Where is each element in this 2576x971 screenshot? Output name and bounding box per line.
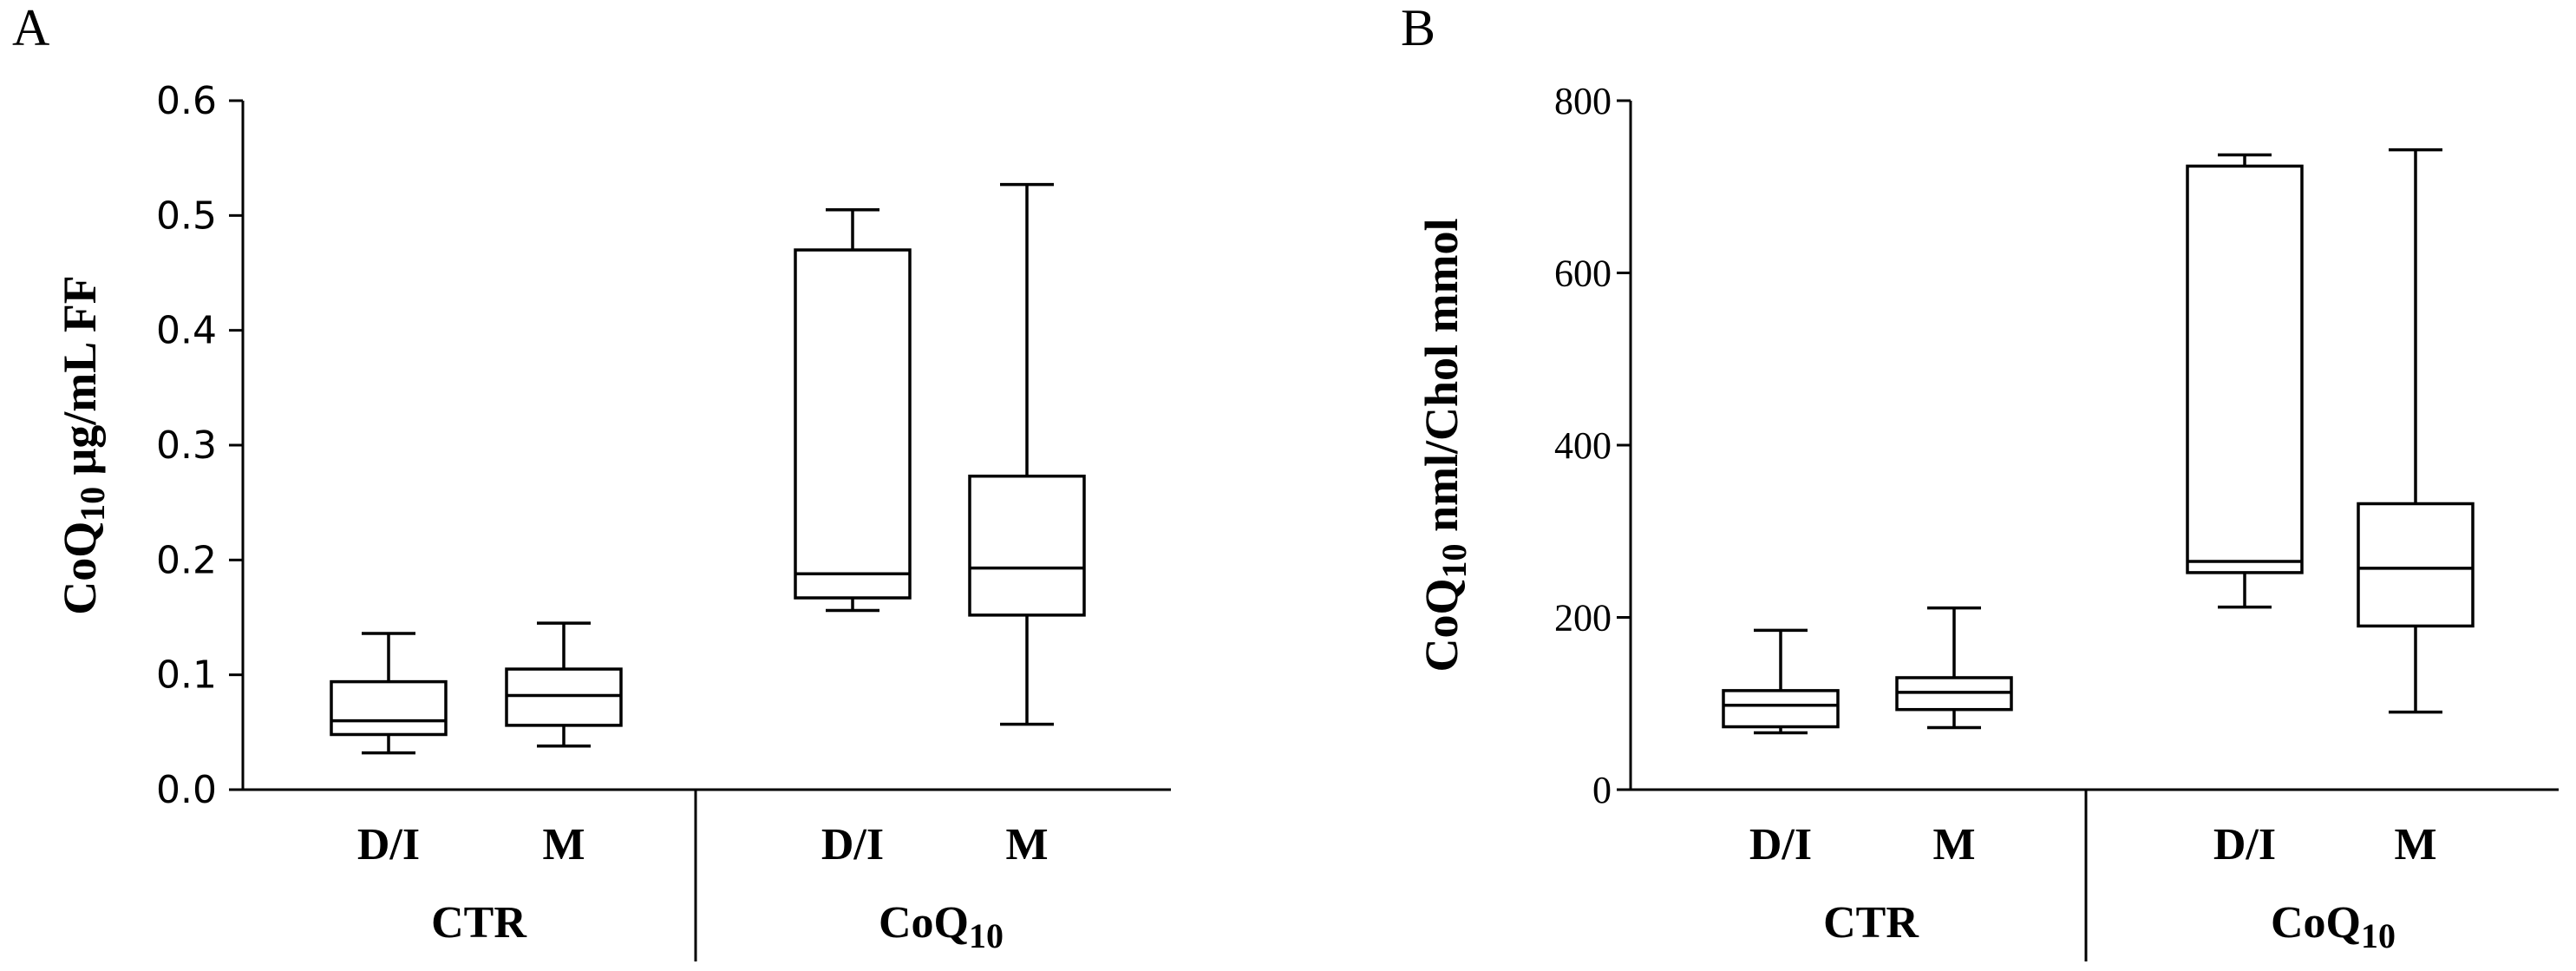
box-iqr	[1722, 689, 1840, 729]
y-axis-label-main: CoQ	[54, 522, 106, 615]
x-category-label: D/I	[2213, 820, 2276, 869]
box-1	[1722, 628, 1840, 735]
y-axis-label-unit: μg/mL FF	[54, 275, 106, 487]
x-group-label-main: CTR	[431, 898, 527, 948]
box-3	[794, 207, 912, 613]
box-iqr	[968, 474, 1086, 617]
x-group-label: CTR	[1823, 898, 1919, 948]
y-axis-label: CoQ10 μg/mL FF	[54, 275, 112, 615]
box-2	[1895, 606, 2013, 730]
x-group-label-main: CoQ	[2271, 898, 2361, 948]
box-iqr	[2357, 502, 2475, 628]
box-iqr	[2186, 164, 2304, 574]
x-group-label: CoQ10	[879, 898, 1004, 955]
panel-label: B	[1401, 0, 1435, 56]
x-group-label: CoQ10	[2271, 898, 2396, 955]
x-group-label-subscript: 10	[2361, 916, 2396, 955]
x-group-label-subscript: 10	[969, 916, 1004, 955]
box-4	[968, 182, 1086, 726]
x-group-label: CTR	[431, 898, 527, 948]
x-category-label: M	[542, 820, 585, 869]
y-tick-label: 0.5	[156, 194, 217, 238]
x-group-label-main: CoQ	[879, 898, 969, 948]
box-iqr	[794, 248, 912, 600]
y-axis-label-subscript: 10	[1435, 544, 1474, 579]
y-axis-label-subscript: 10	[73, 487, 112, 522]
panel-label: A	[12, 0, 49, 56]
x-category-label: D/I	[1749, 820, 1812, 869]
y-tick-label: 0.0	[156, 768, 217, 812]
y-tick-label: 0	[1592, 769, 1612, 811]
y-tick-label: 0.4	[156, 309, 217, 353]
x-category-label: D/I	[821, 820, 884, 869]
x-category-label: M	[1932, 820, 1975, 869]
box-iqr	[330, 679, 448, 737]
y-axis-label: CoQ10 nml/Chol mmol	[1415, 218, 1474, 672]
y-tick-label: 400	[1554, 424, 1612, 467]
y-axis-label-main: CoQ	[1415, 579, 1468, 672]
y-tick-label: 0.6	[156, 79, 217, 123]
box-4	[2357, 148, 2475, 714]
y-tick-label: 0.2	[156, 538, 217, 582]
y-tick-label: 0.3	[156, 423, 217, 468]
box-1	[330, 632, 448, 755]
x-category-label: M	[1005, 820, 1048, 869]
y-tick-label: 800	[1554, 80, 1612, 122]
x-group-label-main: CTR	[1823, 898, 1919, 948]
box-iqr	[505, 667, 623, 727]
y-tick-label: 200	[1554, 597, 1612, 640]
x-category-label: M	[2394, 820, 2436, 869]
y-axis-label-unit: nml/Chol mmol	[1415, 218, 1468, 543]
y-tick-label: 0.1	[156, 653, 217, 698]
box-2	[505, 621, 623, 748]
x-category-label: D/I	[357, 820, 420, 869]
box-3	[2186, 153, 2304, 609]
y-tick-label: 600	[1554, 253, 1612, 295]
